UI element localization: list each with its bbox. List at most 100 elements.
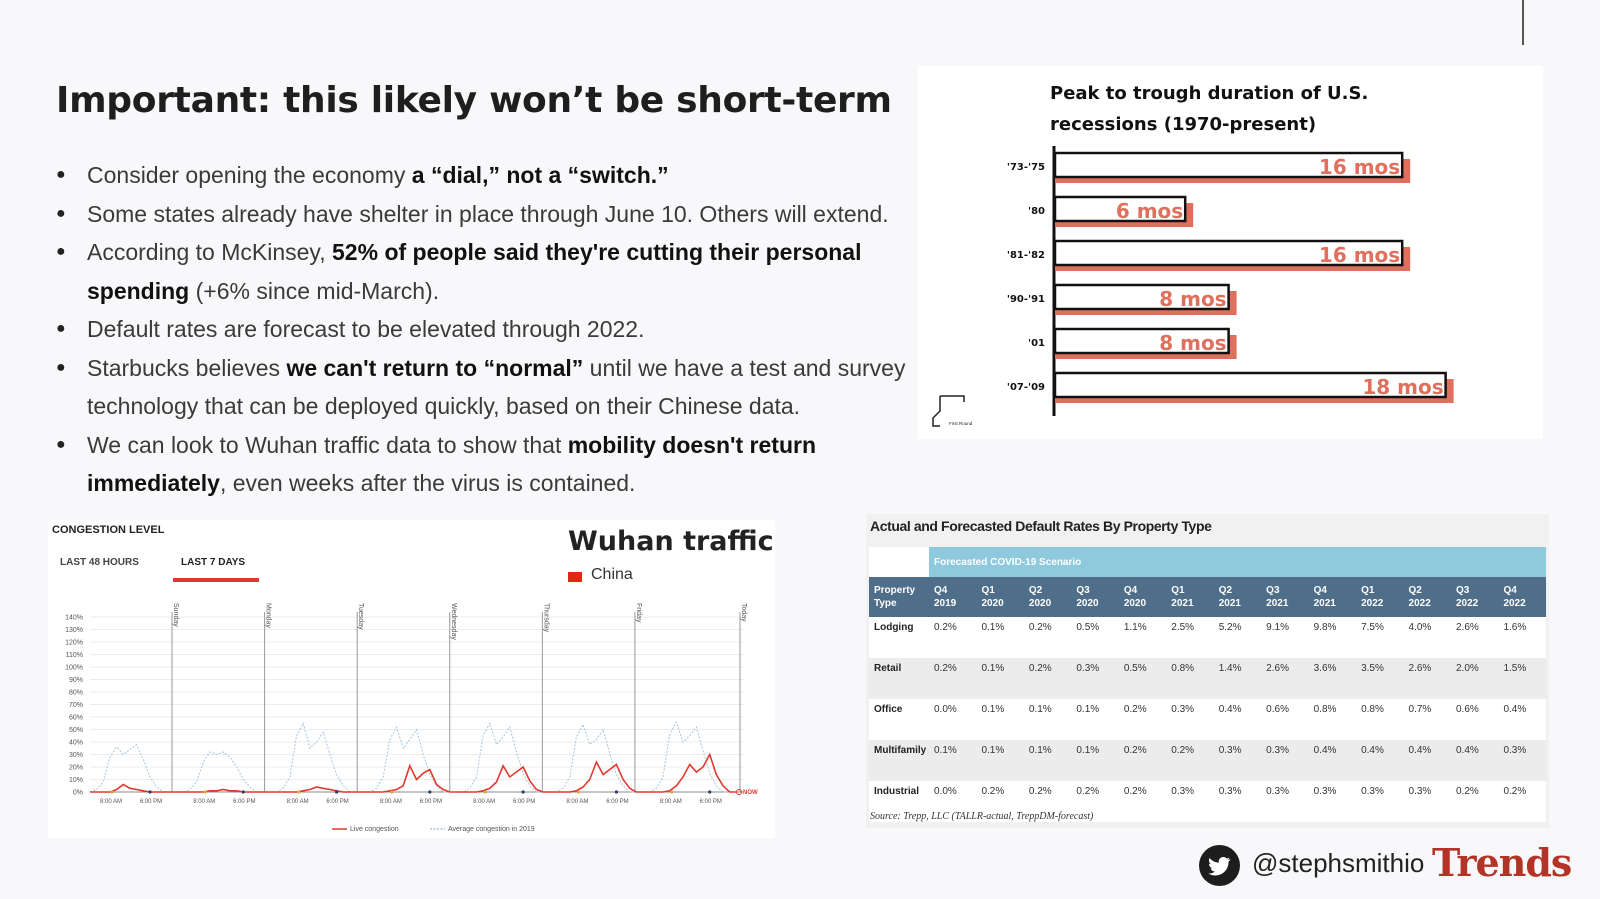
y-tick-label: 100%	[65, 665, 83, 672]
x-tick-label: 6:00 PM	[420, 799, 442, 805]
y-tick-label: 130%	[65, 627, 83, 634]
column-header-quarter: Q3 2022	[1450, 577, 1499, 617]
column-header-quarter: Q2 2021	[1213, 577, 1262, 617]
bullet-text: According to McKinsey,	[87, 239, 333, 265]
twitter-handle[interactable]: @stephsmithio	[1252, 848, 1425, 878]
column-header-line: 2022	[1455, 598, 1479, 609]
first-round-logo: First Round	[932, 395, 973, 427]
column-header-line: 2021	[1171, 598, 1194, 609]
table-row: Industrial 0.0% 0.2% 0.2% 0.2% 0.2% 0.3% 0.3% 0.…	[869, 781, 1546, 822]
default-rate-cell: 0.3%	[1356, 781, 1404, 822]
default-rate-cell: 0.1%	[976, 617, 1024, 658]
column-header-line: Type	[874, 598, 897, 609]
default-rates-table: Forecasted COVID-19 Scenario Property Typ…	[869, 547, 1546, 822]
x-tick-label: 8:00 AM	[473, 799, 495, 805]
tab-last-7-days[interactable]: LAST 7 DAYS	[181, 557, 246, 568]
default-rate-cell: 0.1%	[976, 658, 1024, 699]
column-header-line: Q1	[1361, 585, 1375, 596]
default-rate-cell: 0.3%	[1213, 740, 1262, 781]
x-tick-label: 6:00 PM	[326, 799, 348, 805]
default-rate-cell: 0.3%	[1498, 740, 1546, 781]
default-rates-table-panel: Actual and Forecasted Default Rates By P…	[866, 514, 1549, 828]
x-tick-label: 6:00 PM	[140, 799, 162, 805]
column-header-quarter: Q2 2020	[1023, 577, 1072, 617]
region-legend-label: China	[591, 566, 633, 583]
column-header-line: Property	[874, 585, 916, 596]
bullet-emphasis: mobility doesn't return immediately	[87, 431, 816, 497]
y-tick-label: 20%	[69, 765, 83, 772]
default-rate-cell: 5.2%	[1213, 617, 1262, 658]
bullet-text: Some states already have shelter in plac…	[87, 200, 889, 227]
active-tab-indicator	[173, 578, 259, 582]
default-rate-cell: 9.8%	[1308, 617, 1357, 658]
sunrise-marker	[576, 790, 581, 794]
default-rate-cell: 0.2%	[929, 617, 977, 658]
column-header-line: Q3	[1266, 585, 1280, 596]
china-flag-icon	[568, 572, 582, 582]
bullet-text: Starbucks believes	[87, 354, 287, 381]
y-tick-label: 120%	[65, 640, 83, 647]
tab-last-48-hours[interactable]: LAST 48 HOURS	[60, 557, 139, 568]
column-header-line: 2020	[1028, 598, 1052, 609]
default-rate-cell: 0.2%	[1023, 658, 1072, 699]
sunrise-marker	[110, 790, 114, 794]
recession-category-label: '01	[1028, 338, 1045, 349]
default-rate-cell: 0.6%	[1261, 699, 1309, 740]
sunset-marker	[614, 790, 619, 794]
bullet-list: Consider opening the economy a “dial,” n…	[56, 156, 906, 503]
default-rate-cell: 0.3%	[1403, 781, 1451, 822]
x-tick-label: 8:00 AM	[193, 799, 215, 805]
column-header-line: 2022	[1408, 598, 1431, 609]
day-label: Today	[740, 603, 747, 622]
default-rate-cell: 0.2%	[1498, 781, 1546, 822]
x-tick-label: 8:00 AM	[380, 799, 402, 805]
column-header-quarter: Q1 2021	[1166, 577, 1214, 617]
bullet-item: According to McKinsey, 52% of people sai…	[56, 233, 906, 310]
recession-chart-title: Peak to trough duration of U.S. recessio…	[1050, 83, 1369, 135]
recession-category-label: '73-'75	[1007, 162, 1045, 173]
default-rate-cell: 0.2%	[1023, 617, 1072, 658]
bullet-emphasis: a “dial,” not a “switch.”	[411, 162, 669, 188]
x-tick-label: 6:00 PM	[700, 799, 722, 805]
sunset-marker	[708, 790, 712, 794]
default-rate-cell: 0.2%	[1450, 781, 1499, 822]
y-tick-label: 40%	[69, 740, 83, 747]
table-source-note: Source: Trepp, LLC (TALLR-actual, TreppD…	[870, 811, 1094, 822]
column-header-quarter: Q1 2022	[1356, 577, 1404, 617]
default-rate-cell: 0.4%	[1308, 740, 1357, 781]
recession-bar-label: 18 mos	[1362, 375, 1443, 399]
default-rate-cell: 3.6%	[1308, 658, 1357, 699]
scenario-blank	[869, 547, 929, 577]
column-header-line: Q4	[934, 585, 948, 596]
column-header-line: Q2	[1218, 585, 1233, 596]
column-header-quarter: Q3 2020	[1071, 577, 1119, 617]
default-rate-cell: 0.5%	[1118, 658, 1167, 699]
y-tick-label: 10%	[69, 777, 83, 784]
table-row: Multifamily 0.1% 0.1% 0.1% 0.1% 0.2% 0.2% 0.3% 0…	[869, 740, 1546, 781]
column-header-line: 2020	[981, 598, 1004, 609]
y-tick-label: 60%	[69, 715, 83, 722]
sunrise-marker	[296, 790, 301, 794]
default-rate-cell: 0.4%	[1403, 740, 1451, 781]
bullet-text: , even weeks after the virus is containe…	[219, 470, 636, 496]
y-tick-label: 110%	[66, 652, 83, 659]
twitter-bird-icon[interactable]	[1199, 845, 1240, 886]
default-rate-cell: 0.5%	[1071, 617, 1119, 658]
column-header-property-type: Property Type	[869, 577, 929, 617]
y-tick-label: 50%	[69, 727, 83, 734]
column-header-line: Q1	[1171, 585, 1185, 596]
column-header-line: 2019	[934, 598, 957, 609]
column-header-line: 2020	[1076, 598, 1099, 609]
column-header-quarter: Q1 2020	[976, 577, 1024, 617]
recession-bar	[1053, 371, 1447, 399]
y-tick-label: 0%	[73, 790, 83, 797]
default-rate-cell: 0.6%	[1450, 699, 1499, 740]
bullet-emphasis: we can't return to “normal”	[286, 354, 584, 381]
day-label: Tuesday	[357, 603, 364, 630]
default-rate-cell: 2.6%	[1403, 658, 1451, 699]
default-rate-cell: 2.6%	[1261, 658, 1309, 699]
recession-bar-label: 8 mos	[1159, 287, 1226, 311]
table-row: Office 0.0% 0.1% 0.1% 0.1% 0.2% 0.3% 0.4% 0.6% 0.…	[869, 699, 1546, 740]
default-rate-cell: 0.1%	[1023, 699, 1072, 740]
live-congestion-line	[90, 752, 737, 793]
